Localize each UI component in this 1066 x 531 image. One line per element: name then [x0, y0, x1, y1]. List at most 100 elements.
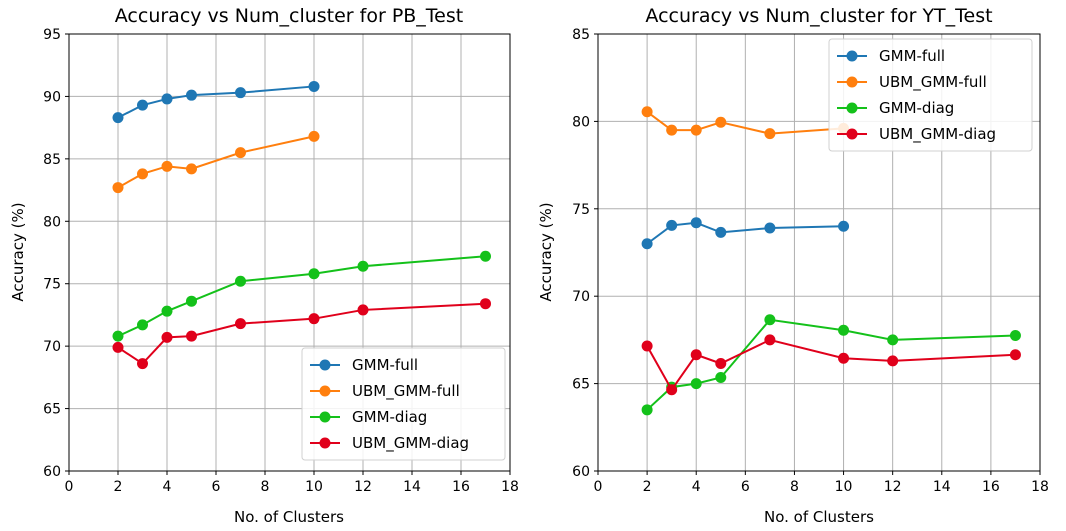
data-point [838, 220, 850, 232]
x-tick-label: 10 [305, 479, 323, 495]
data-point [137, 168, 148, 180]
data-point [690, 124, 702, 136]
data-point [764, 128, 776, 140]
x-tick-label: 14 [403, 479, 421, 495]
axis-ticks: 0 2 4 6 8 10 12 14 16 18 60 65 70 75 80 85 [572, 27, 1049, 495]
data-point [764, 314, 776, 326]
x-tick-label: 6 [212, 479, 221, 495]
y-tick-label: 90 [43, 89, 61, 105]
legend-marker [319, 385, 331, 397]
legend-marker [846, 102, 858, 114]
y-tick-label: 85 [43, 152, 61, 168]
legend-box [301, 347, 506, 461]
x-axis-label: No. of Clusters [234, 508, 344, 526]
data-point [666, 384, 678, 396]
legend-label: UBM_GMM-full [352, 382, 460, 401]
y-tick-label: 80 [572, 114, 590, 130]
legend-label: UBM_GMM-diag [879, 125, 996, 144]
y-tick-label: 60 [43, 464, 61, 480]
legend-box [828, 38, 1033, 152]
y-tick-label: 65 [572, 377, 590, 393]
data-point [186, 89, 197, 101]
legend-marker [846, 76, 858, 88]
series-lines [112, 80, 491, 370]
y-tick-label: 75 [43, 277, 61, 293]
data-point [357, 304, 369, 316]
data-point [308, 268, 320, 280]
x-tick-label: 16 [982, 479, 1000, 495]
y-tick-label: 70 [572, 289, 590, 305]
data-point [137, 358, 148, 370]
legend-marker [846, 128, 858, 140]
data-point [641, 404, 653, 416]
y-tick-label: 65 [43, 402, 61, 418]
y-tick-label: 60 [572, 464, 590, 480]
data-point [666, 219, 678, 231]
x-tick-label: 18 [1031, 479, 1049, 495]
chart-yt-test: Accuracy vs Num_cluster for YT_Test 0 2 4 6… [537, 5, 1049, 526]
series-line-UBM_GMM-diag [117, 302, 486, 365]
data-point [666, 124, 678, 136]
x-tick-label: 2 [643, 479, 652, 495]
x-tick-label: 10 [835, 479, 853, 495]
data-point [112, 182, 124, 194]
series-line-GMM-diag [117, 255, 486, 338]
x-tick-label: 2 [114, 479, 123, 495]
chart-pb-test: Accuracy vs Num_cluster for PB_Test 0 2 4 6… [9, 5, 519, 526]
legend-marker [319, 359, 331, 371]
data-point [641, 106, 653, 118]
legend-marker [319, 437, 331, 449]
data-point [186, 163, 197, 175]
data-point [641, 340, 653, 352]
legend-label: GMM-full [879, 47, 945, 65]
x-tick-label: 6 [741, 479, 750, 495]
data-point [715, 371, 727, 383]
data-point [161, 93, 173, 105]
series-line-GMM-diag [646, 318, 1016, 411]
data-point [357, 260, 369, 272]
axis-ticks: 0 2 4 6 8 10 12 14 16 18 60 65 70 75 80 85 90 95 [43, 27, 519, 495]
data-point [161, 305, 173, 317]
legend-marker [846, 50, 858, 62]
data-point [1009, 349, 1021, 361]
data-point [1009, 330, 1021, 342]
data-point [235, 147, 246, 159]
chart-title: Accuracy vs Num_cluster for PB_Test [115, 5, 463, 27]
y-tick-label: 85 [572, 27, 590, 43]
legend-marker [319, 411, 331, 423]
data-point [308, 80, 320, 92]
data-point [112, 341, 124, 353]
data-point [715, 226, 727, 238]
plot-area [597, 33, 1041, 472]
data-point [235, 87, 246, 99]
x-tick-label: 14 [933, 479, 951, 495]
legend-label: GMM-full [352, 356, 418, 374]
x-tick-label: 0 [594, 479, 603, 495]
x-tick-label: 4 [692, 479, 701, 495]
data-point [715, 357, 727, 369]
data-point [112, 112, 124, 124]
legend-label: GMM-diag [879, 99, 954, 117]
data-point [137, 319, 148, 331]
y-axis-label: Accuracy (%) [9, 202, 27, 301]
data-point [480, 250, 491, 262]
x-tick-label: 0 [65, 479, 74, 495]
data-point [161, 331, 173, 343]
x-tick-label: 16 [452, 479, 470, 495]
data-point [690, 349, 702, 361]
x-tick-label: 12 [354, 479, 372, 495]
data-point [690, 378, 702, 390]
data-point [764, 334, 776, 346]
chart-title: Accuracy vs Num_cluster for YT_Test [645, 5, 992, 27]
data-point [137, 99, 148, 111]
data-point [308, 313, 320, 325]
x-tick-label: 8 [261, 479, 270, 495]
x-tick-label: 18 [501, 479, 519, 495]
y-tick-label: 70 [43, 339, 61, 355]
data-point [715, 116, 727, 128]
data-point [838, 352, 850, 364]
data-point [186, 295, 197, 307]
legend-label: UBM_GMM-full [879, 73, 987, 92]
data-point [308, 130, 320, 142]
data-point [480, 298, 491, 310]
